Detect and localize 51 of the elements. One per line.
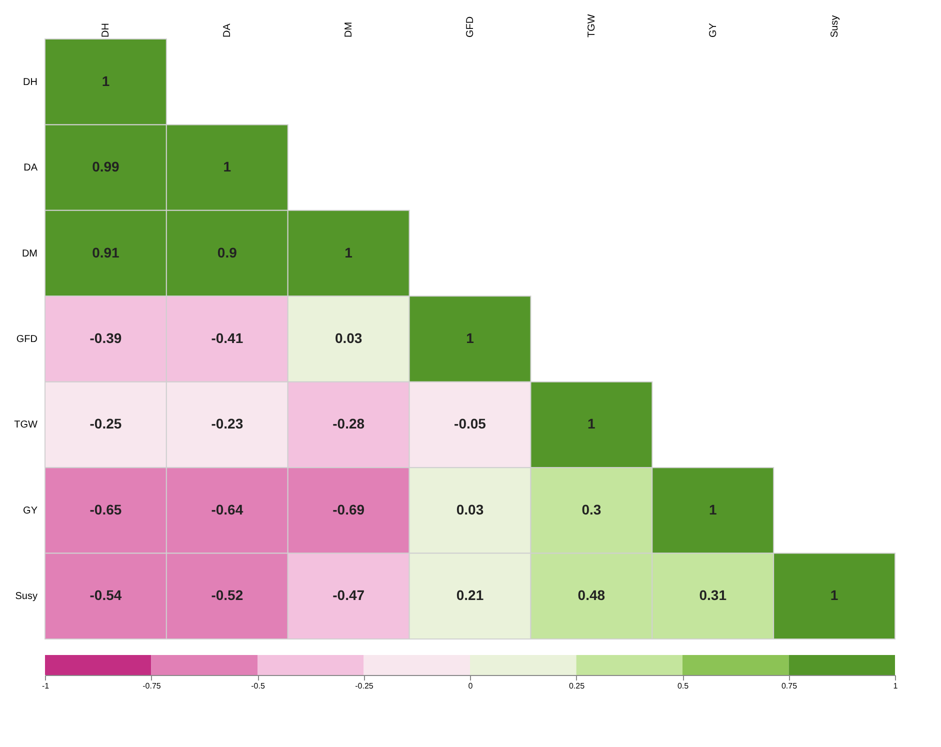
color-bar-label: 0 [468,682,474,690]
data-label: 1 [708,501,717,518]
data-label: 1 [588,416,596,432]
data-label: 0.21 [456,587,484,604]
data-label: 0.03 [334,330,362,346]
data-label: 0.9 [217,244,238,260]
data-label: -0.54 [90,587,122,604]
y-tick-label: GY [23,505,38,516]
data-label: -0.65 [90,501,122,518]
x-tick-label: DA [222,23,234,38]
data-label: 0.3 [582,501,602,518]
data-label: -0.69 [332,501,365,518]
x-tick-label: GY [708,22,719,38]
data-label: 0.31 [699,587,727,604]
data-label: 0.91 [92,244,120,260]
y-tick-label: Susy [15,591,38,602]
color-bar-label: 1 [893,682,898,690]
data-label: -0.64 [211,501,244,518]
color-bar-label: -0.5 [251,682,266,690]
data-label: -0.39 [90,330,122,346]
color-bar-label: -0.25 [355,682,374,690]
data-label: 0.99 [92,158,120,175]
data-label: 1 [102,72,110,89]
data-label: 1 [223,158,232,175]
x-tick-label: GFD [465,16,476,38]
y-tick-label: DA [24,162,38,174]
y-tick-label: GFD [16,334,38,345]
data-label: -0.05 [454,416,486,432]
x-tick-label: TGW [586,14,598,38]
y-tick-label: TGW [14,420,38,431]
data-label: 0.48 [578,587,606,604]
data-label: 0.03 [456,501,484,518]
color-bar-label: -1 [42,682,50,690]
color-bar-label: -0.75 [142,682,162,690]
data-label: 1 [466,330,474,346]
x-tick-label: DH [100,23,112,38]
data-label: -0.41 [211,330,244,346]
color-bar-label: 0.25 [568,682,586,690]
data-label: -0.25 [90,416,122,432]
data-label: 1 [344,244,353,260]
data-label: 1 [830,587,838,604]
data-label: -0.52 [211,587,244,604]
data-label: -0.23 [211,416,244,432]
y-tick-label: DM [22,248,38,260]
color-bar-label: 0.5 [677,682,690,690]
data-label: -0.47 [332,587,365,604]
data-label: -0.28 [332,416,365,432]
x-tick-label: DM [344,22,355,38]
color-bar-label: 0.75 [781,682,798,690]
x-tick-label: Susy [829,15,840,38]
y-tick-label: DH [23,76,38,88]
